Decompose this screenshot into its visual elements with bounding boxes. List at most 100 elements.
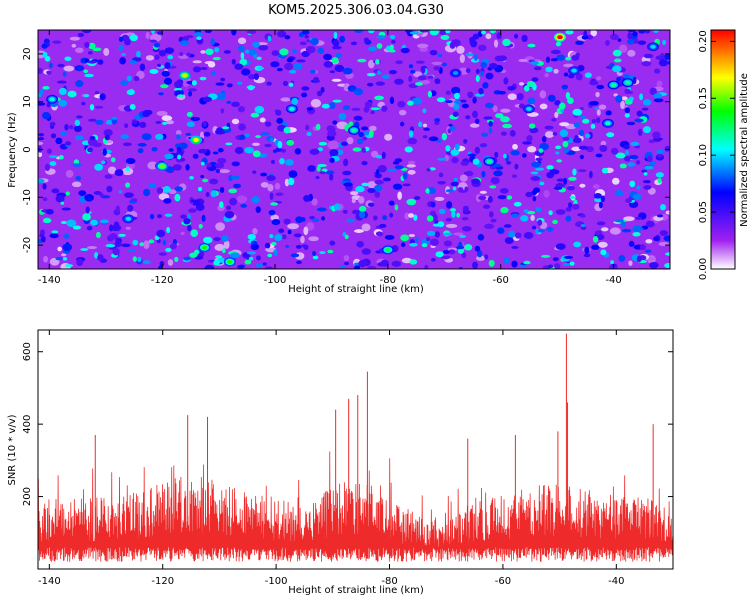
spectrogram-cell xyxy=(469,123,480,128)
spectrogram-cell xyxy=(465,68,471,74)
spectrogram-cell xyxy=(453,177,458,182)
spectrogram-cell xyxy=(480,61,487,68)
spectrogram-cell xyxy=(342,170,352,176)
spectrogram-cell xyxy=(408,64,414,69)
spectrogram-cell xyxy=(286,139,295,146)
spectrogram-cell xyxy=(510,150,520,156)
spectrogram-cell xyxy=(531,225,537,230)
spectrogram-cell xyxy=(237,106,245,113)
spectrogram-cell xyxy=(594,230,603,236)
spectrogram-cell xyxy=(569,261,575,266)
spectrogram-cell xyxy=(407,137,418,145)
spectrogram-cell xyxy=(620,221,627,227)
spectrogram-cell xyxy=(174,193,181,202)
spectrogram-cell xyxy=(252,41,260,48)
spectrogram-cell xyxy=(148,182,157,189)
spectrogram-cell xyxy=(234,63,244,70)
spectrogram-cell xyxy=(81,140,90,146)
spectrogram-cell xyxy=(624,107,630,114)
spectrogram-cell xyxy=(215,222,226,231)
spectrogram-cell xyxy=(97,254,104,261)
spectrogram-cell xyxy=(49,121,56,127)
spectrogram-cell xyxy=(422,123,428,128)
spectrogram-cell xyxy=(500,108,511,113)
spectrogram-cell xyxy=(534,66,542,71)
spectrogram-cell xyxy=(49,161,57,167)
spectrogram-cell xyxy=(511,213,520,218)
spectrogram-cell xyxy=(459,234,467,238)
spectrogram-cell xyxy=(128,60,137,65)
spectrogram-cell xyxy=(527,145,537,153)
spectrogram-cell xyxy=(554,111,559,119)
spectrogram-cell xyxy=(582,118,590,124)
spectrogram-cell xyxy=(331,45,342,50)
spectrogram-cell xyxy=(233,183,242,189)
spectrogram-cell xyxy=(437,157,447,161)
spectrogram-cell xyxy=(370,107,381,111)
spectrogram-cell xyxy=(639,93,644,101)
spectrogram-cell xyxy=(435,251,444,258)
spectrogram-cell xyxy=(62,243,73,252)
spectrogram-cell xyxy=(306,107,313,111)
spectrogram-cell xyxy=(648,161,657,165)
spectrogram-cell xyxy=(648,139,655,144)
spectrogram-cell xyxy=(266,81,272,86)
spectrogram-cell xyxy=(376,70,382,75)
spectrogram-cell xyxy=(279,158,285,165)
y-tick-label: 0 xyxy=(22,146,33,152)
spectrogram-cell xyxy=(46,148,52,154)
spectrogram-cell xyxy=(404,146,413,153)
spectrogram-cell xyxy=(334,64,345,73)
spectrogram-cell xyxy=(285,244,290,248)
spectrogram-cell xyxy=(632,193,642,200)
spectrogram-cell xyxy=(58,87,67,96)
spectrogram-cell xyxy=(537,229,545,233)
spectrogram-cell xyxy=(156,229,166,238)
spectrogram-cell xyxy=(584,133,591,139)
spectrogram-cell xyxy=(645,239,653,244)
spectrogram-cell xyxy=(342,209,348,214)
spectrogram-cell xyxy=(65,191,70,196)
spectrogram-cell xyxy=(465,53,474,57)
spectrogram-cell xyxy=(394,158,403,163)
spectrogram-cell xyxy=(42,197,48,202)
spectrogram-cell xyxy=(478,87,484,95)
spectrogram-cell xyxy=(421,243,428,248)
spectrogram-cell xyxy=(624,88,631,93)
spectrogram-cell xyxy=(474,118,480,125)
spectrogram-cell xyxy=(112,248,120,256)
spectrogram-cell xyxy=(137,148,144,154)
spectrogram-cell xyxy=(583,30,588,38)
spectrogram-cell xyxy=(592,184,600,189)
spectrogram-cell xyxy=(636,110,643,117)
spectrogram-cell xyxy=(200,50,206,54)
spectrogram-cell xyxy=(42,86,50,90)
spectrogram-cell xyxy=(457,187,464,192)
spectrogram-cell xyxy=(312,218,320,223)
spectrogram-cell xyxy=(234,146,244,155)
spectrogram-cell xyxy=(618,44,628,53)
spectrogram-cell xyxy=(526,134,533,143)
snr-y-ticks: 200 400 600 xyxy=(22,342,673,506)
spectrogram-cell xyxy=(40,235,46,243)
spectrogram-cell xyxy=(474,245,481,252)
spectrogram-cell xyxy=(453,92,460,100)
spectrogram-cell xyxy=(217,148,224,153)
spectrogram-cell xyxy=(530,171,539,175)
spectrogram-cell xyxy=(333,203,341,211)
spectrogram-cell xyxy=(475,68,480,74)
spectrogram-cell xyxy=(80,248,89,251)
spectrogram-cell xyxy=(340,264,346,269)
spectrogram-cell xyxy=(295,244,302,249)
spectrogram-cell xyxy=(474,93,485,97)
spectrogram-cell xyxy=(256,255,261,261)
spectrogram-cell xyxy=(456,245,465,250)
spectrogram-cell xyxy=(188,208,197,213)
spectrogram-cell xyxy=(409,259,418,265)
spectrogram-cell xyxy=(64,264,74,268)
spectrogram-cell xyxy=(374,95,384,101)
spectrogram-cell xyxy=(41,43,48,49)
spectrogram-cell xyxy=(321,103,330,109)
spectrogram-cell xyxy=(494,151,499,158)
spectrogram-cell xyxy=(187,224,192,232)
